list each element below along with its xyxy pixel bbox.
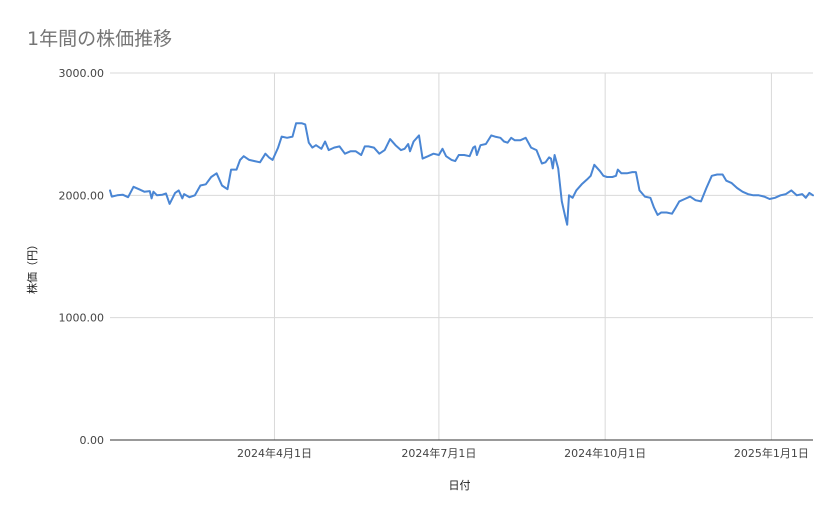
- y-tick-label: 2000.00: [59, 189, 105, 202]
- y-tick-label: 0.00: [80, 434, 105, 447]
- x-tick-label: 2025年1月1日: [734, 446, 809, 460]
- chart-title: 1年間の株価推移: [27, 28, 173, 50]
- x-axis-ticks: 2024年4月1日 2024年7月1日 2024年10月1日 2025年1月1日: [237, 446, 809, 460]
- y-axis-title: 株価（円）: [25, 239, 39, 294]
- y-axis-ticks: 0.00 1000.00 2000.00 3000.00: [59, 67, 105, 447]
- series-line: [109, 122, 814, 226]
- series-lines: [109, 122, 814, 226]
- y-tick-label: 1000.00: [59, 312, 105, 325]
- x-tick-label: 2024年10月1日: [564, 446, 646, 460]
- y-tick-label: 3000.00: [59, 67, 105, 80]
- x-axis-title: 日付: [449, 479, 471, 492]
- x-tick-label: 2024年7月1日: [401, 446, 476, 460]
- x-tick-label: 2024年4月1日: [237, 446, 312, 460]
- grid: [110, 72, 813, 440]
